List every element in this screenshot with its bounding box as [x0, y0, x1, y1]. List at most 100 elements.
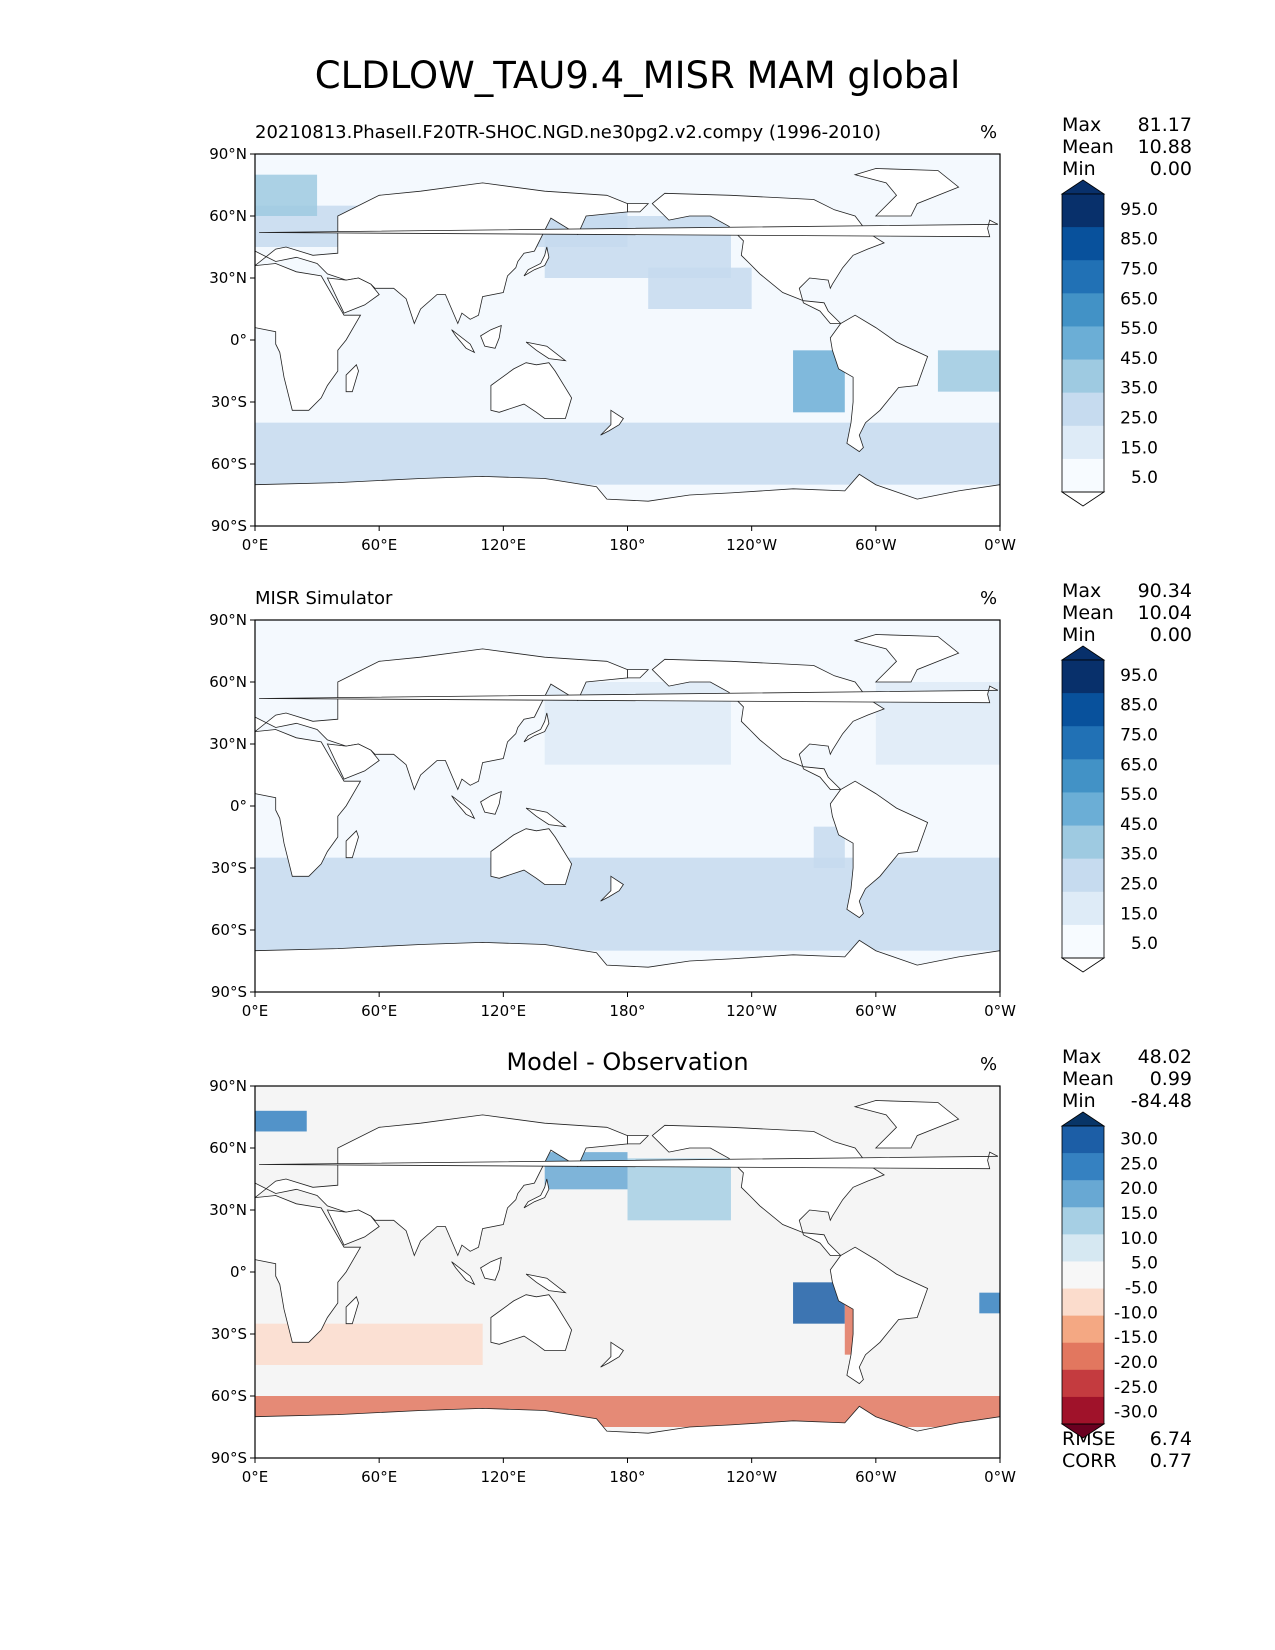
stat-min: Min -84.48: [1062, 1090, 1192, 1112]
obs-panel: MISR Simulator % Max 90.34 Mean 10.04 Min 0…: [0, 578, 1275, 1038]
panel-units: %: [980, 588, 998, 609]
obs-map: 90°N 60°N 30°N 0° 30°S 60°S 90°S0°E 60°E 120°E 18…: [209, 611, 1158, 1020]
land-new-guinea: [525, 807, 567, 828]
colorbar-label: 35.0: [1120, 845, 1158, 865]
field-region: [648, 267, 752, 309]
lat-tick-label: 30°N: [209, 1201, 247, 1219]
colorbar-label: 95.0: [1120, 200, 1158, 220]
land-eurasia-east: [627, 669, 650, 679]
colorbar-segment: [1062, 1315, 1104, 1344]
lon-tick-label: 60°E: [361, 1002, 397, 1020]
map-area: [255, 154, 1000, 526]
colorbar-label: 85.0: [1120, 696, 1158, 716]
colorbar-label: 25.0: [1120, 875, 1158, 895]
colorbar-segment: [1062, 392, 1104, 427]
colorbar-segment: [1062, 1126, 1104, 1154]
lat-tick-label: 0°: [230, 797, 247, 815]
colorbar-segment: [1062, 1153, 1104, 1181]
colorbar-frame: [1061, 193, 1105, 493]
panel-title: 20210813.PhaseII.F20TR-SHOC.NGD.ne30pg2.…: [255, 122, 882, 143]
colorbar-label: 5.0: [1131, 934, 1158, 954]
land-africa: [255, 1195, 362, 1343]
lon-tick-label: 0°W: [984, 536, 1016, 554]
colorbar-label: -5.0: [1125, 1278, 1158, 1298]
colorbar-label: 20.0: [1120, 1179, 1158, 1199]
model-map: 90°N 60°N 30°N 0° 30°S 60°S 90°S0°E 60°E 120°E 18…: [209, 145, 1158, 554]
land-borneo: [480, 1256, 502, 1281]
field-region: [937, 350, 1000, 392]
colorbar-segment: [1062, 1207, 1104, 1235]
colorbar-label: 5.0: [1131, 1254, 1158, 1274]
colorbar-label: 95.0: [1120, 666, 1158, 686]
colorbar: 95.0 85.0 75.0 65.0 55.0 45.0 35.0 25.0 15.0 5.0: [1060, 645, 1158, 973]
land-borneo: [480, 790, 502, 815]
lon-tick-label: 0°E: [242, 1468, 269, 1486]
lon-tick-label: 180°: [609, 1468, 645, 1486]
colorbar-frame: [1061, 1125, 1105, 1425]
lon-tick-label: 0°W: [984, 1468, 1016, 1486]
lat-tick-label: 90°N: [209, 145, 247, 163]
land-greenland: [853, 1100, 960, 1149]
lat-tick-label: 60°N: [209, 207, 247, 225]
stat-max: Max 81.17: [1062, 114, 1192, 136]
land-uk: [259, 1151, 999, 1170]
lon-tick-label: 180°: [609, 536, 645, 554]
colorbar-segment: [1062, 792, 1104, 827]
lat-tick-label: 60°S: [211, 455, 247, 473]
stat-mean: Mean 10.04: [1062, 602, 1192, 624]
stat-max: Max 90.34: [1062, 580, 1192, 602]
stats-block: Max 81.17 Mean 10.88 Min 0.00: [1062, 114, 1192, 180]
colorbar-segment: [1062, 1180, 1104, 1208]
colorbar-over-extend: [1060, 179, 1106, 195]
land-borneo: [480, 324, 502, 349]
lat-tick-label: 90°S: [211, 517, 247, 535]
field-region: [255, 422, 1000, 485]
land-s-america: [829, 1246, 929, 1385]
colorbar-label: -15.0: [1114, 1328, 1158, 1348]
colorbar-segment: [1062, 693, 1104, 727]
land-eurasia-east: [627, 203, 650, 213]
error-stats-block: RMSE 6.74 CORR 0.77: [1062, 1428, 1192, 1472]
land-uk: [259, 219, 999, 238]
lat-tick-label: 60°S: [211, 921, 247, 939]
colorbar-segment: [1062, 759, 1104, 793]
colorbar-segment: [1062, 326, 1104, 361]
diff-map: 90°N 60°N 30°N 0° 30°S 60°S 90°S0°E 60°E 120°E 18…: [209, 1077, 1158, 1486]
map-area: [255, 1086, 1000, 1458]
map-area: [255, 620, 1000, 992]
lon-tick-label: 120°E: [481, 536, 527, 554]
lat-tick-label: 30°N: [209, 735, 247, 753]
colorbar-segment: [1062, 194, 1104, 228]
colorbar-label: 30.0: [1120, 1129, 1158, 1149]
land-nz: [600, 875, 624, 902]
field-region: [255, 1110, 307, 1132]
land-greenland: [853, 634, 960, 683]
colorbar: 95.0 85.0 75.0 65.0 55.0 45.0 35.0 25.0 15.0 5.0: [1060, 179, 1158, 507]
lon-tick-label: 120°E: [481, 1002, 527, 1020]
lon-tick-label: 60°W: [855, 1468, 897, 1486]
field-region: [255, 857, 1000, 951]
land-antarctica: [255, 473, 1000, 526]
land-africa: [255, 729, 362, 877]
colorbar-segment: [1062, 825, 1104, 860]
lon-tick-label: 0°W: [984, 1002, 1016, 1020]
lon-tick-label: 60°W: [855, 1002, 897, 1020]
lon-tick-label: 60°W: [855, 536, 897, 554]
colorbar-segment: [1062, 726, 1104, 760]
colorbar-under-extend: [1060, 1423, 1106, 1439]
lat-tick-label: 30°S: [211, 859, 247, 877]
land-antarctica: [255, 1405, 1000, 1458]
land-australia: [490, 1294, 573, 1351]
land-sumatra: [451, 329, 476, 354]
colorbar-segment: [1062, 1396, 1104, 1425]
colorbar-segment: [1062, 1234, 1104, 1262]
colorbar-label: 55.0: [1120, 319, 1158, 339]
lat-tick-label: 60°N: [209, 673, 247, 691]
colorbar-segment: [1062, 1342, 1104, 1371]
lon-tick-label: 180°: [609, 1002, 645, 1020]
colorbar-under-extend: [1060, 491, 1106, 507]
lon-tick-label: 0°E: [242, 536, 269, 554]
colorbar-label: 15.0: [1120, 438, 1158, 458]
stats-block: Max 48.02 Mean 0.99 Min -84.48: [1062, 1046, 1192, 1112]
stat-mean: Mean 10.88: [1062, 136, 1192, 158]
